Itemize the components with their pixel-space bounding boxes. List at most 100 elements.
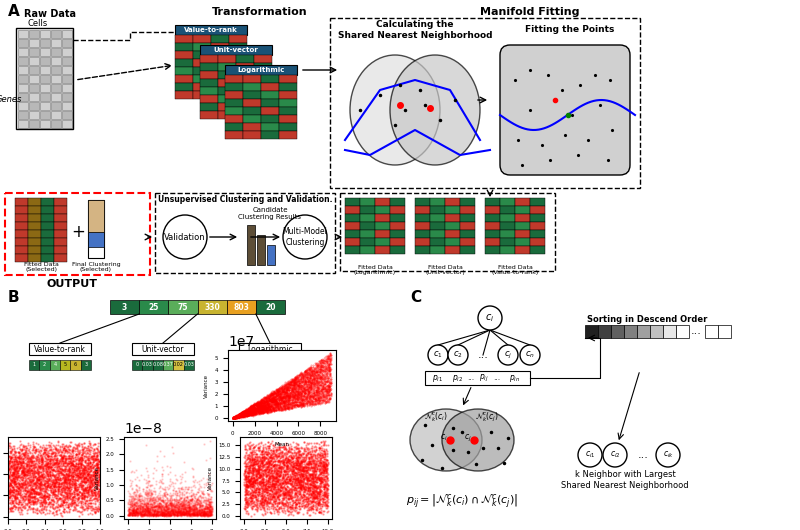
Point [286,394,299,402]
Point [307,493,320,501]
Point [248,409,261,418]
Point [282,392,295,400]
Point [255,462,268,470]
Point [270,388,283,397]
Point [186,494,198,503]
Point [313,487,326,495]
Point [243,410,256,418]
Point [254,404,266,412]
Point [227,413,240,422]
Point [298,485,311,493]
Point [199,498,212,507]
Bar [41,246,54,254]
Point [261,398,274,406]
Point [264,472,277,481]
Point [270,485,282,494]
Point [168,509,181,517]
Point [298,394,310,403]
Point [286,472,298,480]
Point [134,500,146,508]
Point [240,412,253,420]
Point [23,478,36,487]
Point [294,369,307,377]
Point [271,388,284,397]
Point [268,482,281,490]
Point [32,475,45,484]
Circle shape [656,443,680,467]
Point [245,448,258,456]
Point [294,399,307,407]
Point [198,508,210,517]
Point [300,366,313,375]
Point [256,502,269,511]
Point [186,464,198,473]
Point [178,509,191,518]
Point [227,413,240,422]
Point [279,393,292,401]
Point [238,410,250,418]
Point [249,486,262,494]
Point [231,413,244,422]
Bar [415,246,430,254]
Point [242,487,255,495]
Point [245,402,258,411]
Point [231,413,244,421]
Point [261,468,274,476]
Point [38,450,51,459]
Point [64,455,77,463]
Point [323,355,336,364]
Point [246,405,258,413]
Point [239,408,252,417]
Bar [51,84,61,92]
Point [285,393,298,402]
Point [24,481,37,490]
Point [141,500,154,509]
Point [228,413,241,421]
Point [307,365,320,373]
Point [129,509,142,517]
Point [287,399,300,408]
Point [250,400,263,409]
Point [17,462,30,471]
Point [89,489,102,498]
Point [264,490,277,499]
Point [301,382,314,390]
Point [315,473,328,481]
Point [266,399,279,408]
Point [82,486,94,494]
Point [38,461,51,470]
Point [254,406,267,414]
Point [284,388,297,397]
Point [319,394,332,402]
Bar [460,230,475,238]
Point [182,509,194,518]
Point [29,499,42,508]
Point [244,410,257,419]
Point [259,497,272,505]
Point [302,376,315,385]
Point [231,412,244,420]
Point [321,370,334,379]
Point [44,445,57,454]
Point [90,455,103,464]
Point [141,501,154,510]
Point [267,493,280,501]
Point [315,373,328,381]
Point [280,479,293,487]
Point [36,466,49,474]
Point [250,408,262,416]
Point [45,464,58,473]
Point [4,448,17,457]
Point [321,398,334,406]
Point [320,397,333,405]
Point [52,474,65,483]
Point [282,472,294,480]
Bar [500,230,515,238]
Point [94,460,106,468]
Point [8,445,21,453]
Point [311,373,324,382]
Point [33,455,46,463]
Point [302,392,315,401]
Point [274,490,286,498]
Point [278,479,290,488]
